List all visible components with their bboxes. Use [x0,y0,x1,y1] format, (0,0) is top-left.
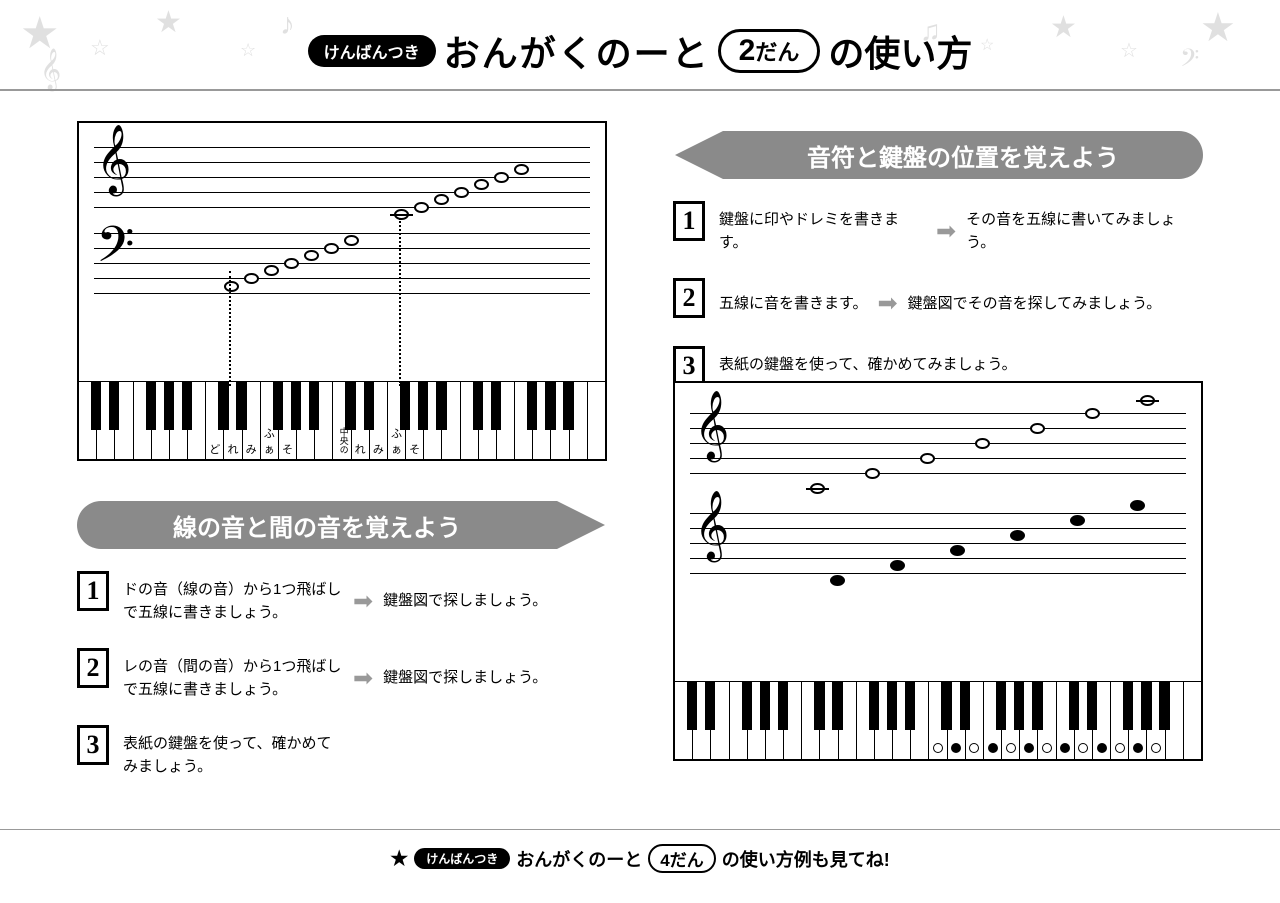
step-text-a: 表紙の鍵盤を使って、確かめてみましょう。 [719,354,1017,377]
page-header: けんばんつき おんがくのーと 2だん の使い方 [0,0,1280,91]
header-suffix: の使い方 [828,25,972,77]
staff-line-notes: 𝄞 [690,413,1186,473]
footer-title: おんがくのーと [516,846,642,872]
footer-badge-num: 4 [660,851,669,870]
badge-dan: だん [755,35,799,67]
arrow-right-icon: ➡ [353,584,373,620]
staff-space-notes: 𝄞 [690,513,1186,573]
step-text-a: 表紙の鍵盤を使って、確かめてみましょう。 [123,733,343,778]
step-number: 2 [673,278,705,318]
step-number: 1 [673,201,705,241]
step-text-b: その音を五線に書いてみましょう。 [966,209,1203,254]
header-title: おんがくのーと [444,25,710,77]
step-number: 3 [673,346,705,386]
badge-number: 2 [739,34,756,68]
step-text-b: 鍵盤図で探しましょう。 [383,667,547,690]
steps-section-1: 1 鍵盤に印やドレミを書きます。 ➡ その音を五線に書いてみましょう。 2 五線に音を書き… [673,201,1203,410]
footer-pill: けんばんつき [414,848,510,869]
step-text-a: レの音（間の音）から1つ飛ばしで五線に書きましょう。 [123,656,343,701]
footer-badge-dan: だん [670,851,704,870]
footer-suffix: の使い方例も見てね! [722,846,890,872]
diagram-staff-keyboard-2: 𝄞 𝄞 [673,381,1203,761]
step-text-a: 五線に音を書きます。 [719,293,868,316]
arrow-right-icon: ➡ [353,661,373,697]
banner-notes-keyboard: 音符と鍵盤の位置を覚えよう [723,131,1203,179]
treble-staff: 𝄞 [94,147,590,207]
step-number: 2 [77,648,109,688]
steps-section-2: 1 ドの音（線の音）から1つ飛ばしで五線に書きましょう。 ➡ 鍵盤図で探しましょう。 2… [77,571,617,802]
arrow-left-icon [675,131,723,179]
star-icon: ★ [390,846,408,871]
arrow-right-icon [557,501,605,549]
diagram-staff-keyboard-1: 𝄞 𝄢 どれみふぁそ中央のれみふぁそ [77,121,607,461]
bass-staff: 𝄢 [94,233,590,293]
banner-line-space: 線の音と間の音を覚えよう [77,501,557,549]
step-text-b: 鍵盤図でその音を探してみましょう。 [908,293,1162,316]
step-text-a: ドの音（線の音）から1つ飛ばしで五線に書きましょう。 [123,579,343,624]
step-number: 1 [77,571,109,611]
step-number: 3 [77,725,109,765]
footer-badge: 4だん [648,844,715,873]
keyboard-2 [675,681,1201,759]
step-text-b: 鍵盤図で探しましょう。 [383,590,547,613]
arrow-right-icon: ➡ [936,214,956,250]
banner2-text: 線の音と間の音を覚えよう [173,508,461,543]
step-text-a: 鍵盤に印やドレミを書きます。 [719,209,926,254]
page-footer: ★ けんばんつき おんがくのーと 4だん の使い方例も見てね! [0,829,1280,873]
banner1-text: 音符と鍵盤の位置を覚えよう [807,138,1119,173]
header-pill: けんばんつき [308,35,436,67]
arrow-right-icon: ➡ [878,286,898,322]
keyboard-1: どれみふぁそ中央のれみふぁそ [79,381,605,459]
header-badge: 2だん [718,29,821,73]
